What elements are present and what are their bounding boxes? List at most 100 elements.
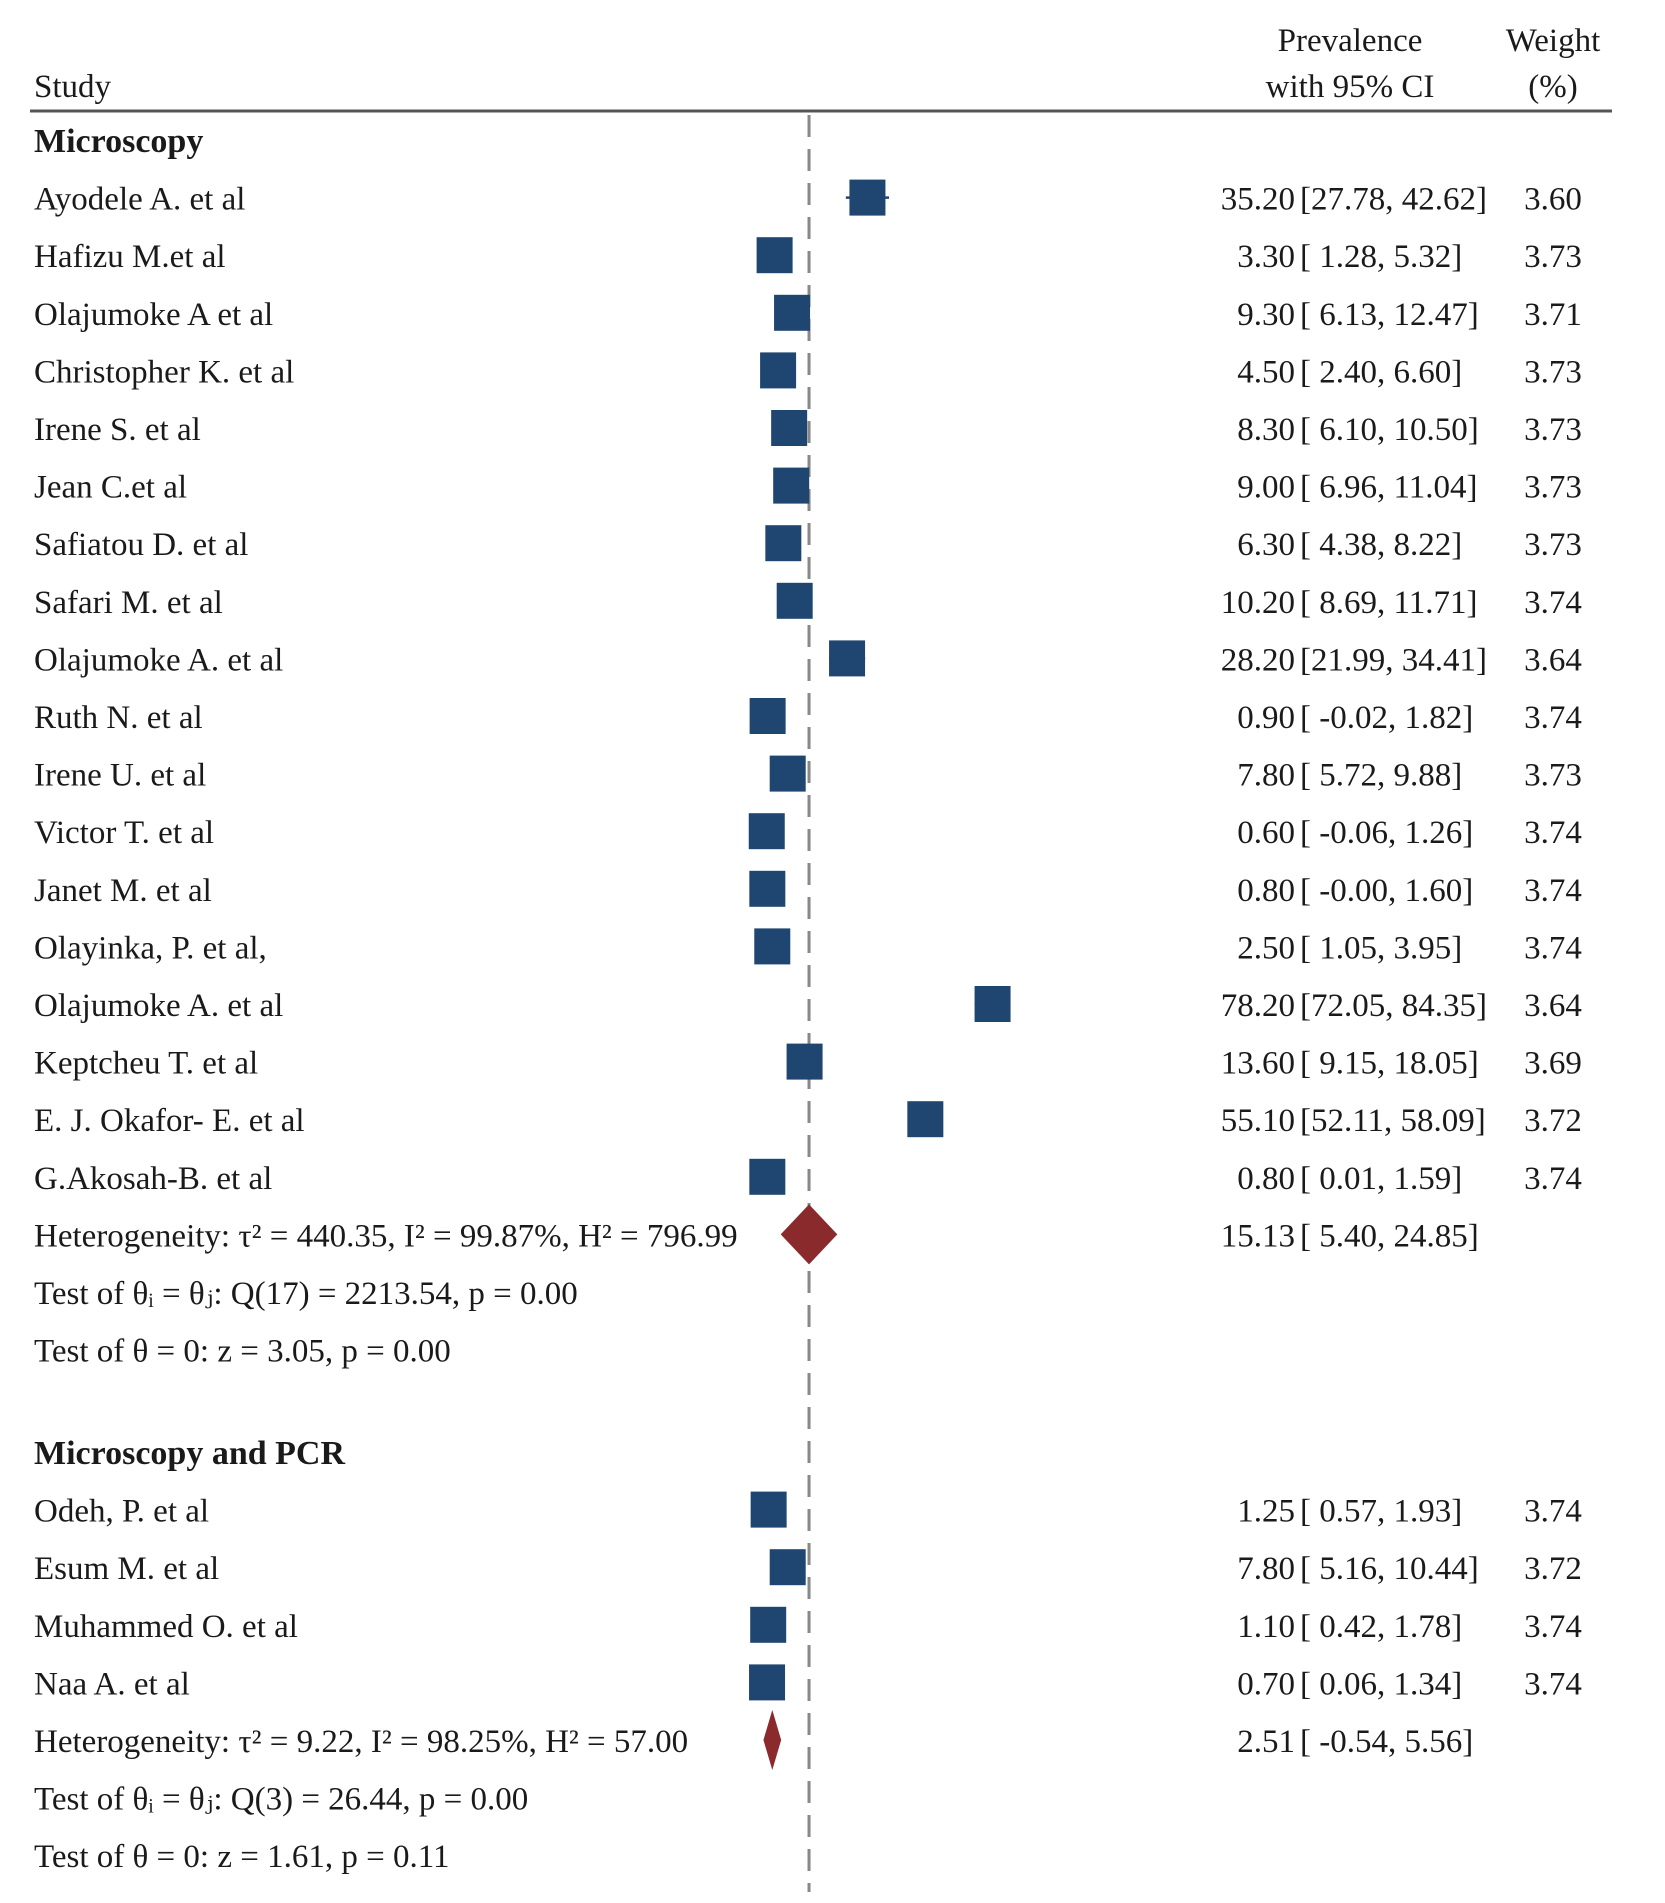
weight-value: 3.74 — [1524, 930, 1582, 966]
study-label: Odeh, P. et al — [34, 1494, 209, 1530]
header-weight-line2: (%) — [1528, 69, 1577, 105]
estimate-value: 0.60 — [1237, 815, 1295, 851]
study-marker — [750, 1491, 787, 1528]
weight-value: 3.73 — [1524, 527, 1582, 563]
ci-value: [ 6.96, 11.04] — [1300, 470, 1478, 506]
estimate-value: 7.80 — [1237, 758, 1295, 794]
plot-body: Microscopy Ayodele A. et al 35.20 [27.78, 4… — [34, 115, 1582, 1892]
weight-value: 3.73 — [1524, 412, 1582, 448]
estimate-value: 0.80 — [1237, 873, 1295, 909]
header-study: Study — [34, 69, 112, 105]
estimate-value: 13.60 — [1221, 1046, 1295, 1082]
ci-value: [ 2.40, 6.60] — [1300, 354, 1462, 390]
weight-value: 3.74 — [1524, 700, 1582, 736]
study-marker — [907, 1101, 944, 1138]
estimate-value: 78.20 — [1221, 988, 1295, 1024]
pooled-estimate-value: 2.51 — [1237, 1724, 1295, 1760]
ci-value: [ 6.13, 12.47] — [1300, 297, 1479, 333]
study-label: Ruth N. et al — [34, 700, 203, 736]
study-marker — [749, 1158, 786, 1195]
weight-value: 3.72 — [1524, 1551, 1582, 1587]
study-marker — [773, 467, 810, 504]
weight-value: 3.69 — [1524, 1046, 1582, 1082]
study-label: Olajumoke A. et al — [34, 988, 283, 1024]
pooled-ci-value: [ -0.54, 5.56] — [1300, 1724, 1473, 1760]
weight-value: 3.73 — [1524, 470, 1582, 506]
study-label: Olajumoke A. et al — [34, 642, 283, 678]
test-statistic: Test of θ = 0: z = 1.61, p = 0.11 — [34, 1839, 449, 1875]
weight-value: 3.74 — [1524, 815, 1582, 851]
ci-value: [ 0.06, 1.34] — [1300, 1666, 1462, 1702]
estimate-value: 55.10 — [1221, 1103, 1295, 1139]
study-marker — [756, 237, 793, 274]
study-marker — [749, 698, 786, 734]
weight-value: 3.64 — [1524, 642, 1582, 678]
group-title: Microscopy and PCR — [34, 1435, 345, 1472]
study-label: Esum M. et al — [34, 1551, 219, 1587]
estimate-value: 9.00 — [1237, 470, 1295, 506]
pooled-diamond — [763, 1710, 782, 1770]
weight-value: 3.64 — [1524, 988, 1582, 1024]
study-label: Janet M. et al — [34, 873, 212, 909]
study-label: E. J. Okafor- E. et al — [34, 1103, 305, 1139]
ci-value: [ 4.38, 8.22] — [1300, 527, 1462, 563]
weight-value: 3.73 — [1524, 354, 1582, 390]
estimate-value: 7.80 — [1237, 1551, 1295, 1587]
study-marker — [774, 294, 811, 331]
header-prevalence-line1: Prevalence — [1278, 23, 1423, 59]
estimate-value: 9.30 — [1237, 297, 1295, 333]
ci-value: [ -0.06, 1.26] — [1300, 815, 1473, 851]
weight-value: 3.71 — [1524, 297, 1582, 333]
pooled-ci-value: [ 5.40, 24.85] — [1300, 1218, 1479, 1254]
study-label: Olayinka, P. et al, — [34, 930, 267, 966]
ci-value: [ 0.57, 1.93] — [1300, 1494, 1462, 1530]
study-label: Ayodele A. et al — [34, 182, 245, 218]
ci-value: [ 1.28, 5.32] — [1300, 239, 1462, 275]
group-title: Microscopy — [34, 123, 203, 160]
study-marker — [776, 582, 813, 619]
study-label: G.Akosah-B. et al — [34, 1161, 272, 1197]
heterogeneity-label: Heterogeneity: τ² = 440.35, I² = 99.87%,… — [34, 1218, 738, 1254]
estimate-value: 10.20 — [1221, 585, 1295, 621]
ci-value: [ 6.10, 10.50] — [1300, 412, 1479, 448]
study-label: Hafizu M.et al — [34, 239, 226, 275]
study-marker — [769, 1549, 806, 1586]
study-label: Irene S. et al — [34, 412, 201, 448]
study-marker — [749, 1664, 786, 1701]
ci-value: [ 5.16, 10.44] — [1300, 1551, 1479, 1587]
study-marker — [754, 928, 791, 965]
estimate-value: 4.50 — [1237, 354, 1295, 390]
study-label: Muhammed O. et al — [34, 1609, 298, 1645]
study-label: Naa A. et al — [34, 1666, 190, 1702]
study-marker — [749, 870, 786, 907]
estimate-value: 1.25 — [1237, 1494, 1295, 1530]
ci-value: [ 9.15, 18.05] — [1300, 1046, 1479, 1082]
estimate-value: 8.30 — [1237, 412, 1295, 448]
ci-value: [27.78, 42.62] — [1300, 182, 1487, 218]
estimate-value: 3.30 — [1237, 239, 1295, 275]
estimate-value: 35.20 — [1221, 182, 1295, 218]
ci-value: [ 5.72, 9.88] — [1300, 758, 1462, 794]
study-marker — [765, 525, 802, 562]
ci-value: [ -0.00, 1.60] — [1300, 873, 1473, 909]
study-marker — [769, 755, 806, 792]
weight-value: 3.74 — [1524, 873, 1582, 909]
estimate-value: 6.30 — [1237, 527, 1295, 563]
study-label: Jean C.et al — [34, 470, 187, 506]
ci-value: [ 0.01, 1.59] — [1300, 1161, 1462, 1197]
estimate-value: 0.90 — [1237, 700, 1295, 736]
weight-value: 3.60 — [1524, 182, 1582, 218]
study-label: Olajumoke A et al — [34, 297, 273, 333]
ci-value: [ -0.02, 1.82] — [1300, 700, 1473, 736]
test-statistic: Test of θᵢ = θⱼ: Q(17) = 2213.54, p = 0.… — [34, 1276, 578, 1312]
test-statistic: Test of θᵢ = θⱼ: Q(3) = 26.44, p = 0.00 — [34, 1782, 528, 1818]
ci-value: [72.05, 84.35] — [1300, 988, 1487, 1024]
test-statistic: Test of θ = 0: z = 3.05, p = 0.00 — [34, 1334, 451, 1370]
study-marker — [748, 813, 785, 850]
weight-value: 3.74 — [1524, 1161, 1582, 1197]
study-marker — [771, 410, 808, 446]
ci-value: [ 1.05, 3.95] — [1300, 930, 1462, 966]
study-label: Victor T. et al — [34, 815, 214, 851]
estimate-value: 1.10 — [1237, 1609, 1295, 1645]
